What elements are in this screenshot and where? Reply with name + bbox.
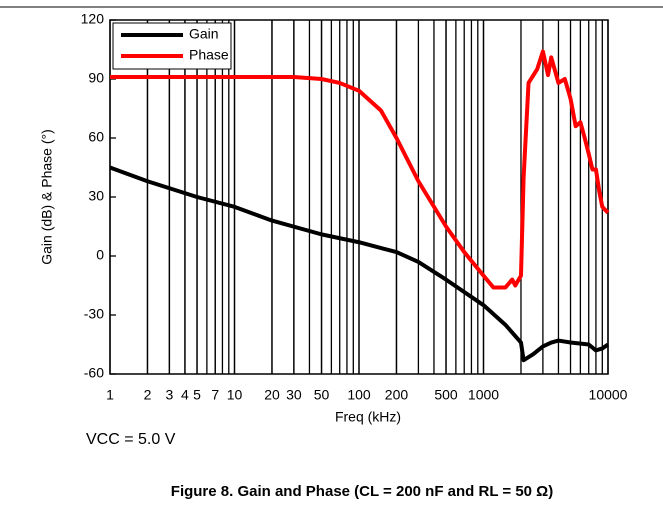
x-tick-label: 1	[106, 387, 114, 403]
x-tick-label: 2	[144, 387, 152, 403]
chart-title: Figure 8. Gain and Phase (CL = 200 nF an…	[171, 483, 553, 500]
x-tick-label: 30	[286, 387, 302, 403]
annotation: VCC = 5.0 V	[86, 431, 176, 448]
x-tick-label: 200	[385, 387, 409, 403]
series-line	[109, 165, 610, 363]
series-line	[110, 49, 610, 290]
y-tick-label: 0	[96, 247, 104, 263]
x-tick-label: 10	[227, 387, 243, 403]
x-tick-label: 10000	[589, 387, 628, 403]
y-tick-label: 90	[88, 70, 104, 86]
x-tick-label: 4	[181, 387, 189, 403]
y-tick-label: -60	[84, 365, 104, 381]
x-tick-label: 20	[264, 387, 280, 403]
x-tick-label: 100	[347, 387, 371, 403]
y-tick-label: 60	[88, 129, 104, 145]
y-axis-label: Gain (dB) & Phase (°)	[39, 129, 55, 265]
y-tick-label: 30	[88, 188, 104, 204]
x-tick-label: 1000	[468, 387, 499, 403]
x-tick-label: 500	[434, 387, 458, 403]
legend-label: Gain	[189, 26, 219, 42]
x-tick-label: 50	[314, 387, 330, 403]
x-tick-label: 5	[193, 387, 201, 403]
legend-label: Phase	[189, 47, 229, 63]
x-axis-label: Freq (kHz)	[335, 409, 401, 425]
x-tick-label: 3	[166, 387, 174, 403]
y-tick-label: -30	[84, 306, 104, 322]
x-tick-label: 7	[211, 387, 219, 403]
legend-box	[112, 22, 232, 70]
y-tick-label: 120	[81, 11, 105, 27]
